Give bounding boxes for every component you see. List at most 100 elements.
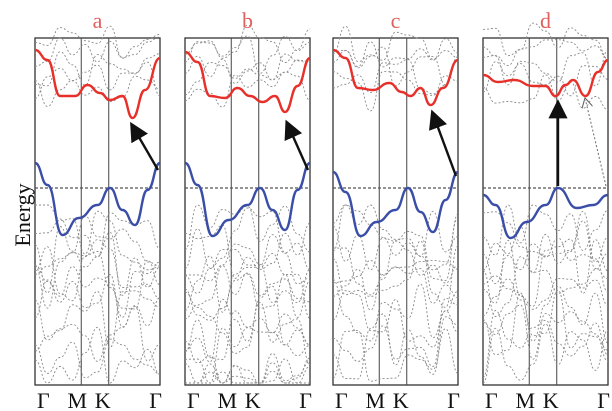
k-point-label: Γ	[299, 388, 312, 411]
k-point-label: M	[217, 388, 237, 411]
background-band	[34, 51, 161, 87]
transition-arrow	[130, 121, 160, 171]
background-band	[34, 299, 161, 362]
background-band	[332, 290, 459, 348]
background-band	[185, 370, 310, 384]
background-band	[34, 25, 161, 59]
k-point-label: M	[365, 388, 385, 411]
background-band	[184, 24, 311, 64]
background-band	[185, 243, 311, 304]
conduction-band	[184, 50, 311, 114]
k-point-label: Γ	[187, 388, 200, 411]
background-band	[482, 220, 609, 280]
background-band	[184, 59, 311, 96]
panel-b: bΓ M K Γ	[184, 8, 312, 411]
indirect-transition-arrow	[586, 100, 607, 187]
background-band	[482, 275, 609, 344]
panel-frame	[184, 37, 311, 386]
panel-frame	[34, 37, 161, 386]
panel-d: dΓ M K Γ	[482, 8, 610, 411]
background-band	[482, 238, 609, 307]
background-band	[184, 53, 311, 84]
valence-band	[482, 186, 609, 240]
conduction-band	[332, 48, 459, 107]
background-band	[482, 237, 609, 293]
k-point-label: Γ	[597, 388, 610, 411]
background-band	[332, 38, 459, 68]
background-band	[184, 222, 311, 279]
background-band	[482, 39, 609, 66]
background-band	[34, 251, 161, 310]
background-band	[184, 340, 311, 384]
panel-title: c	[391, 8, 401, 33]
background-band	[184, 71, 311, 108]
background-band	[34, 290, 161, 352]
background-band	[332, 58, 459, 95]
valence-band	[34, 161, 161, 237]
panel-a: aΓ M K Γ	[34, 8, 162, 411]
transition-arrow	[284, 119, 310, 171]
background-band	[184, 298, 311, 365]
background-band	[332, 259, 459, 284]
k-point-label: M	[515, 388, 535, 411]
background-band	[482, 22, 609, 60]
valence-band	[184, 161, 311, 238]
k-point-label: K	[95, 388, 111, 411]
background-band	[482, 46, 609, 87]
background-band	[482, 204, 609, 256]
transition-arrow	[429, 109, 458, 177]
background-band	[34, 326, 161, 384]
background-band	[184, 207, 311, 270]
background-band	[482, 323, 609, 384]
background-band	[482, 289, 609, 356]
k-point-label: Γ	[37, 388, 50, 411]
background-band	[332, 328, 459, 382]
background-band	[34, 61, 161, 99]
k-point-label: Γ	[149, 388, 162, 411]
background-band	[184, 285, 311, 357]
background-band	[34, 261, 161, 318]
background-band	[332, 297, 459, 367]
y-axis-label: Energy	[10, 183, 35, 246]
background-band	[184, 273, 311, 321]
background-band	[332, 240, 459, 296]
background-band	[332, 213, 459, 281]
k-point-label: K	[393, 388, 409, 411]
background-band	[184, 253, 311, 319]
panel-title: d	[540, 8, 551, 33]
background-band	[185, 357, 311, 384]
k-point-label: M	[67, 388, 87, 411]
conduction-band	[482, 58, 609, 98]
panel-frame	[332, 37, 459, 386]
background-band	[482, 310, 609, 379]
background-band	[184, 310, 311, 360]
background-band	[34, 274, 161, 328]
background-band	[482, 74, 609, 111]
k-point-label: Γ	[447, 388, 460, 411]
background-band	[482, 61, 609, 97]
k-point-label: K	[245, 388, 261, 411]
background-band	[332, 25, 459, 63]
background-band	[184, 265, 311, 320]
background-band	[332, 71, 459, 112]
valence-band	[332, 170, 459, 238]
background-band	[332, 266, 459, 311]
background-band	[332, 313, 459, 380]
k-point-label: Γ	[485, 388, 498, 411]
background-band	[34, 239, 161, 302]
panel-title: b	[242, 8, 253, 33]
background-band	[482, 304, 609, 362]
k-point-label: K	[543, 388, 559, 411]
background-band	[34, 226, 161, 296]
background-band	[34, 36, 161, 67]
background-band	[332, 279, 459, 342]
panel-frame	[482, 37, 609, 386]
k-point-label: Γ	[335, 388, 348, 411]
background-band	[184, 35, 311, 74]
conduction-band	[34, 48, 161, 120]
background-band	[34, 215, 161, 275]
background-band	[482, 277, 609, 317]
background-band	[184, 234, 311, 294]
